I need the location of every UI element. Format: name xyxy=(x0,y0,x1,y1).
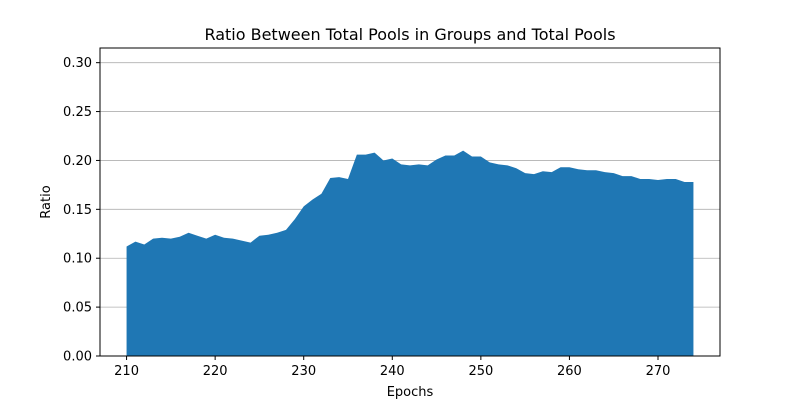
y-tick-label: 0.05 xyxy=(63,301,92,316)
area-series xyxy=(126,150,694,356)
y-axis-label: Ratio xyxy=(39,185,54,218)
y-tick-label: 0.00 xyxy=(63,350,92,365)
y-axis: 0.00 0.05 0.10 0.15 0.20 0.25 0.30 xyxy=(63,56,100,365)
y-tick-label: 0.25 xyxy=(63,105,92,120)
x-tick-label: 250 xyxy=(468,364,493,379)
x-tick-label: 220 xyxy=(203,364,228,379)
x-tick-label: 260 xyxy=(557,364,582,379)
chart-title: Ratio Between Total Pools in Groups and … xyxy=(204,25,615,44)
y-tick-label: 0.20 xyxy=(63,154,92,169)
x-tick-label: 240 xyxy=(380,364,405,379)
x-tick-label: 210 xyxy=(114,364,139,379)
y-tick-label: 0.10 xyxy=(63,252,92,267)
x-axis: 210 220 230 240 250 260 270 xyxy=(114,356,670,379)
x-tick-label: 230 xyxy=(291,364,316,379)
x-tick-label: 270 xyxy=(646,364,671,379)
x-axis-label: Epochs xyxy=(387,385,434,400)
plot-frame xyxy=(99,47,721,357)
y-tick-label: 0.30 xyxy=(63,56,92,71)
y-tick-label: 0.15 xyxy=(63,203,92,218)
